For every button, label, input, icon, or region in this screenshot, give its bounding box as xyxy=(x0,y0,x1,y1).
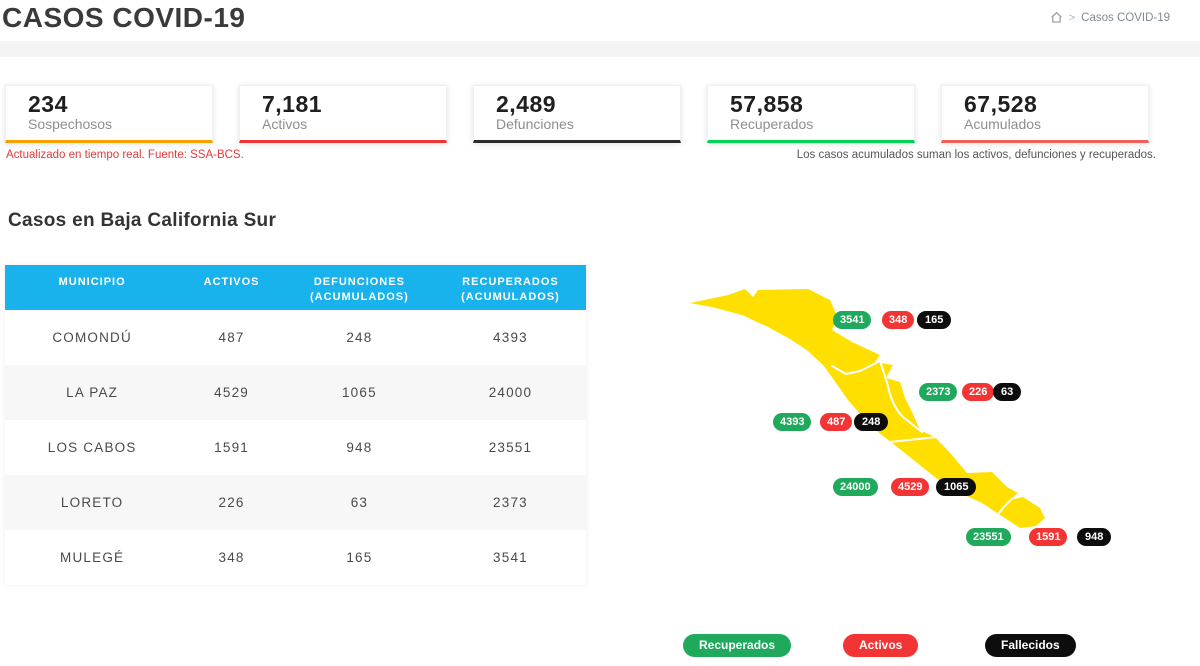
breadcrumb: > Casos COVID-19 xyxy=(1050,11,1170,24)
cell-activos: 487 xyxy=(218,330,245,345)
stat-value: 67,528 xyxy=(964,91,1038,117)
cell-defunciones: 1065 xyxy=(341,385,377,400)
cell-activos: 226 xyxy=(218,495,245,510)
cell-activos: 1591 xyxy=(214,440,249,455)
column-header-activos: ACTIVOS xyxy=(179,265,284,310)
stat-card-activos: 7,181 Activos xyxy=(239,85,447,143)
header-divider-band xyxy=(0,41,1200,57)
cell-defunciones: 948 xyxy=(346,440,373,455)
map-badge-loreto-activos: 226 xyxy=(962,383,995,401)
map-badge-loreto-recuperados: 2373 xyxy=(919,383,958,401)
home-icon[interactable] xyxy=(1050,11,1063,24)
cell-defunciones: 248 xyxy=(346,330,373,345)
map-badge-loscabos-activos: 1591 xyxy=(1029,528,1068,546)
cell-activos: 348 xyxy=(218,550,245,565)
column-header-defunciones: DEFUNCIONES (ACUMULADOS) xyxy=(283,265,435,310)
map-badge-comondu-activos: 487 xyxy=(820,413,853,431)
source-note: Actualizado en tiempo real. Fuente: SSA-… xyxy=(6,149,244,161)
map-badge-loscabos-fallecidos: 948 xyxy=(1077,528,1112,546)
stat-value: 2,489 xyxy=(496,91,557,117)
stat-value: 57,858 xyxy=(730,91,804,117)
cell-recuperados: 4393 xyxy=(493,330,528,345)
cell-activos: 4529 xyxy=(214,385,249,400)
stat-label: Sospechosos xyxy=(28,116,113,132)
stat-cards-row: 234 Sospechosos 7,181 Activos 2,489 Defu… xyxy=(5,85,1149,143)
stat-value: 7,181 xyxy=(262,91,323,117)
cell-recuperados: 2373 xyxy=(493,495,528,510)
stat-label: Acumulados xyxy=(964,116,1042,132)
map-badge-mulege-fallecidos: 165 xyxy=(917,311,952,329)
cell-municipio: LORETO xyxy=(60,495,124,510)
breadcrumb-current[interactable]: Casos COVID-19 xyxy=(1081,11,1170,24)
column-header-municipio: MUNICIPIO xyxy=(5,265,180,310)
page-title: CASOS COVID-19 xyxy=(2,2,246,33)
state-map-panel: 3541 348 165 2373 226 63 4393 487 248 24… xyxy=(600,250,1200,666)
map-badge-lapaz-fallecidos: 1065 xyxy=(936,478,977,496)
cell-recuperados: 24000 xyxy=(488,385,533,400)
table-row-comondu: COMONDÚ 487 248 4393 xyxy=(5,310,586,365)
cell-recuperados: 3541 xyxy=(493,550,528,565)
cell-municipio: MULEGÉ xyxy=(60,550,125,565)
legend-fallecidos[interactable]: Fallecidos xyxy=(985,634,1076,657)
section-title: Casos en Baja California Sur xyxy=(8,210,277,231)
stat-label: Recuperados xyxy=(730,116,814,132)
legend-activos[interactable]: Activos xyxy=(843,634,919,657)
legend-recuperados[interactable]: Recuperados xyxy=(683,634,792,657)
table-row-loscabos: LOS CABOS 1591 948 23551 xyxy=(5,420,586,475)
stat-card-recuperados: 57,858 Recuperados xyxy=(707,85,915,143)
cell-municipio: COMONDÚ xyxy=(52,330,132,345)
cell-municipio: LA PAZ xyxy=(66,385,119,400)
map-badge-lapaz-recuperados: 24000 xyxy=(833,478,878,496)
map-badge-loscabos-recuperados: 23551 xyxy=(966,528,1011,546)
stat-value: 234 xyxy=(28,91,68,117)
stat-card-acumulados: 67,528 Acumulados xyxy=(941,85,1149,143)
cell-recuperados: 23551 xyxy=(488,440,533,455)
cell-municipio: LOS CABOS xyxy=(47,440,137,455)
table-header-row: MUNICIPIO ACTIVOS DEFUNCIONES (ACUMULADOS… xyxy=(5,265,586,310)
table-row-loreto: LORETO 226 63 2373 xyxy=(5,475,586,530)
map-badge-comondu-recuperados: 4393 xyxy=(773,413,812,431)
map-badge-mulege-activos: 348 xyxy=(882,311,915,329)
map-badge-lapaz-activos: 4529 xyxy=(891,478,930,496)
baja-california-sur-map xyxy=(690,289,1045,528)
table-row-mulege: MULEGÉ 348 165 3541 xyxy=(5,530,586,585)
cell-defunciones: 63 xyxy=(350,495,369,510)
accumulated-note: Los casos acumulados suman los activos, … xyxy=(796,149,1156,161)
map-badge-mulege-recuperados: 3541 xyxy=(833,311,872,329)
table-row-lapaz: LA PAZ 4529 1065 24000 xyxy=(5,365,586,420)
map-badge-loreto-fallecidos: 63 xyxy=(993,383,1022,401)
municipality-table: MUNICIPIO ACTIVOS DEFUNCIONES (ACUMULADOS… xyxy=(5,265,586,585)
map-badge-comondu-fallecidos: 248 xyxy=(854,413,889,431)
column-header-recuperados: RECUPERADOS (ACUMULADOS) xyxy=(434,265,586,310)
stat-card-defunciones: 2,489 Defunciones xyxy=(473,85,681,143)
stat-label: Defunciones xyxy=(496,116,574,132)
cell-defunciones: 165 xyxy=(346,550,373,565)
stat-label: Activos xyxy=(262,116,308,132)
breadcrumb-separator: > xyxy=(1068,11,1076,24)
stat-card-sospechosos: 234 Sospechosos xyxy=(5,85,213,143)
